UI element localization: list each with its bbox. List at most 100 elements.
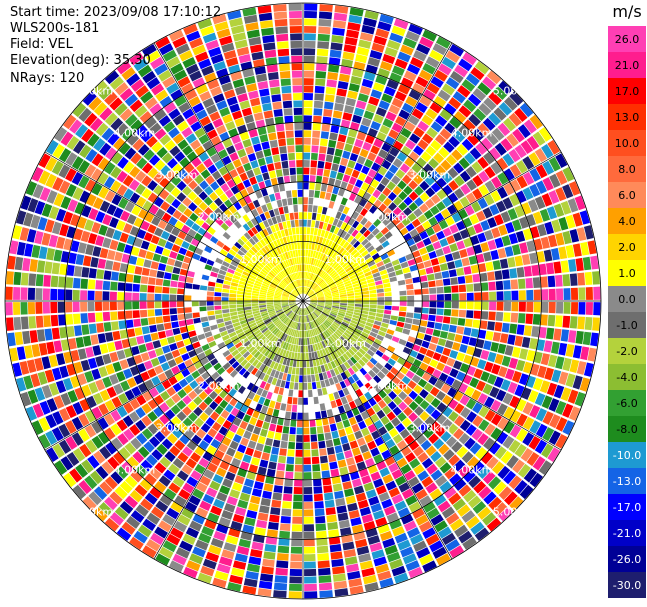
range-gate xyxy=(373,453,384,464)
range-gate xyxy=(326,446,335,455)
range-gate xyxy=(488,91,502,106)
range-gate xyxy=(350,277,358,283)
range-gate xyxy=(328,454,337,463)
range-gate xyxy=(369,308,377,313)
range-gate xyxy=(361,250,369,257)
range-gate xyxy=(441,56,456,70)
range-gate xyxy=(363,401,372,410)
range-gate xyxy=(381,322,389,329)
range-gate xyxy=(434,520,448,533)
range-gate xyxy=(517,463,531,478)
range-gate xyxy=(353,485,365,495)
range-gate xyxy=(405,139,416,150)
range-gate xyxy=(374,420,384,430)
range-gate xyxy=(455,220,466,231)
range-gate xyxy=(382,405,392,415)
range-gate xyxy=(399,366,409,375)
range-gate xyxy=(413,174,424,185)
range-gate xyxy=(579,210,590,225)
range-gate xyxy=(523,265,532,277)
range-gate xyxy=(406,284,414,290)
range-gate xyxy=(307,307,312,313)
range-gate xyxy=(388,164,399,175)
range-gate xyxy=(412,82,425,95)
range-gate xyxy=(403,406,413,417)
range-gate xyxy=(572,243,582,257)
range-gate xyxy=(532,211,544,225)
range-gate xyxy=(377,305,385,310)
range-gate xyxy=(305,315,308,323)
range-gate xyxy=(497,403,508,416)
range-gate xyxy=(342,442,351,452)
range-gate xyxy=(392,406,402,416)
range-gate xyxy=(360,313,368,318)
range-gate xyxy=(451,285,459,293)
range-gate xyxy=(310,250,314,258)
range-gate xyxy=(407,380,417,390)
range-gate xyxy=(310,441,318,450)
range-gate xyxy=(343,232,351,241)
range-gate xyxy=(590,255,599,270)
range-gate xyxy=(325,338,331,346)
range-gate xyxy=(515,359,526,372)
range-gate xyxy=(303,353,306,360)
range-gate xyxy=(315,411,322,419)
colorbar-tick: 21.0 xyxy=(615,59,640,72)
range-gate xyxy=(423,260,432,268)
range-gate xyxy=(444,467,457,480)
range-gate xyxy=(306,234,310,242)
range-gate xyxy=(448,135,460,148)
colorbar-tick: 10.0 xyxy=(615,137,640,150)
range-gate xyxy=(378,426,388,436)
range-gate xyxy=(519,484,534,500)
range-gate xyxy=(458,284,467,293)
range-gate xyxy=(391,336,400,343)
range-gate xyxy=(407,258,416,267)
range-gate xyxy=(389,32,404,44)
range-gate xyxy=(321,272,328,279)
range-gate xyxy=(311,456,320,465)
range-gate xyxy=(333,262,340,270)
range-gate xyxy=(362,574,377,585)
range-gate xyxy=(303,279,306,287)
range-gate xyxy=(309,295,317,299)
range-gate xyxy=(329,313,337,318)
range-gate xyxy=(303,323,305,331)
range-gate xyxy=(458,432,470,445)
range-gate xyxy=(340,157,349,167)
range-gate xyxy=(307,289,312,296)
range-gate xyxy=(304,308,308,315)
range-gate xyxy=(400,546,414,558)
range-gate xyxy=(311,312,317,319)
range-gate xyxy=(493,501,508,516)
range-gate xyxy=(511,346,521,358)
range-gate xyxy=(535,408,548,422)
range-gate xyxy=(495,200,507,213)
range-gate xyxy=(361,24,376,35)
range-gate xyxy=(367,260,376,267)
range-gate xyxy=(445,154,458,166)
range-gate xyxy=(335,279,343,284)
range-gate xyxy=(316,293,324,297)
range-gate xyxy=(330,352,336,361)
range-gate xyxy=(319,281,326,287)
range-gate xyxy=(312,328,316,336)
range-gate xyxy=(405,317,413,324)
range-gate xyxy=(421,133,434,145)
range-gate xyxy=(551,369,562,383)
range-gate xyxy=(317,294,324,298)
range-gate xyxy=(369,345,378,353)
range-gate xyxy=(541,144,554,159)
range-gate xyxy=(326,266,333,274)
range-gate xyxy=(332,573,347,582)
range-gate xyxy=(339,466,349,476)
range-gate xyxy=(540,314,548,326)
range-gate xyxy=(393,140,404,151)
range-gate xyxy=(395,475,407,486)
range-gate xyxy=(449,70,464,84)
range-gate xyxy=(531,326,540,338)
range-gate xyxy=(305,323,308,331)
range-gate xyxy=(381,273,389,280)
range-gate xyxy=(313,284,319,291)
